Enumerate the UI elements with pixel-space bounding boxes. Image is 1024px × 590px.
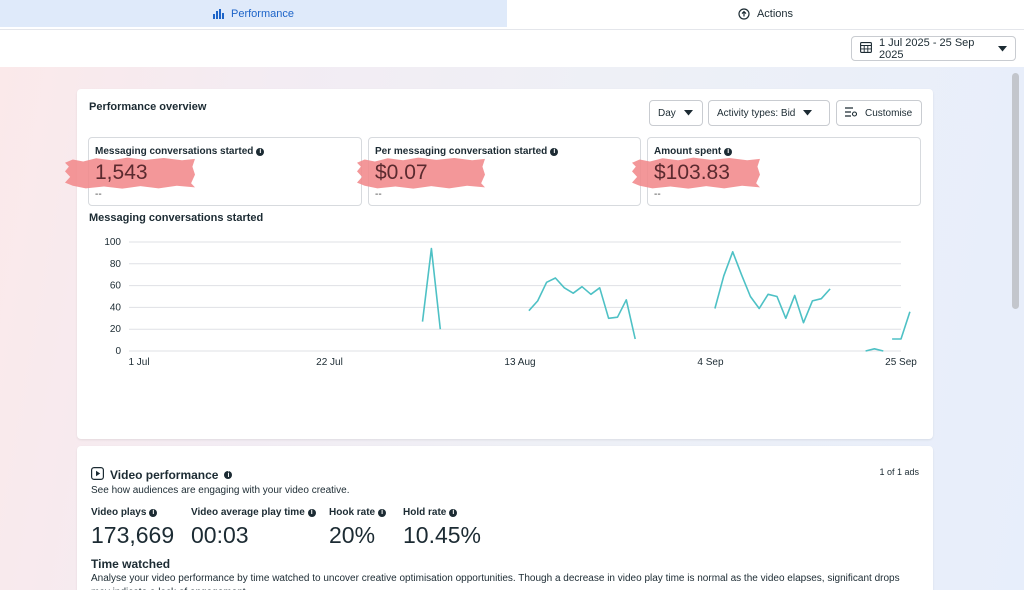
- redaction-highlight: [632, 157, 760, 189]
- redaction-highlight: [65, 157, 195, 189]
- metric-card-cost-per-conversation[interactable]: Per messaging conversation started i $0.0…: [357, 137, 641, 206]
- stat-hook-rate: Hook rate i 20%: [329, 507, 387, 549]
- series-line-segment: [421, 247, 442, 330]
- stat-value: 173,669: [91, 522, 175, 548]
- video-performance-title: Video performance: [110, 468, 219, 482]
- series-line-segment: [528, 277, 636, 340]
- metric-value: $0.07: [375, 161, 428, 184]
- info-icon[interactable]: i: [224, 471, 233, 479]
- tab-performance-label: Performance: [231, 7, 294, 20]
- y-tick-label: 40: [110, 302, 122, 313]
- bar-chart-icon: [213, 8, 224, 19]
- day-dropdown-label: Day: [658, 107, 676, 119]
- y-tick-label: 0: [115, 346, 121, 357]
- top-tabs: Performance Actions: [0, 0, 1024, 30]
- x-tick-label: 1 Jul: [128, 357, 149, 368]
- stat-video-plays: Video plays i 173,669: [91, 507, 174, 549]
- video-performance-card: Video performance i 1 of 1 ads See how a…: [77, 446, 933, 590]
- video-play-icon: [91, 467, 105, 483]
- performance-overview-title: Performance overview: [89, 101, 207, 113]
- metric-label: Messaging conversations started i: [95, 146, 265, 157]
- stat-label: Hook rate: [329, 507, 376, 518]
- info-icon[interactable]: i: [307, 508, 316, 517]
- arrow-up-circle-icon: [738, 7, 750, 20]
- y-tick-label: 80: [110, 259, 122, 270]
- customise-button[interactable]: Customise: [836, 100, 922, 126]
- scrollbar-thumb[interactable]: [1012, 73, 1019, 309]
- customise-icon: [845, 106, 858, 120]
- stat-value: 20%: [329, 522, 376, 548]
- metric-comparison: --: [375, 189, 382, 200]
- tab-actions[interactable]: Actions: [507, 0, 1024, 27]
- series-line-segment: [714, 251, 831, 324]
- tab-performance[interactable]: Performance: [0, 0, 507, 27]
- activity-types-dropdown[interactable]: Activity types: Bid: [708, 100, 830, 126]
- date-bar: 1 Jul 2025 - 25 Sep 2025: [0, 30, 1024, 67]
- series-line-segment: [892, 311, 911, 340]
- stat-average-play-time: Video average play time i 00:03: [191, 507, 316, 549]
- calendar-icon: [860, 41, 872, 56]
- line-chart: 100 80 60 40 20 0 1 Jul 22 Jul 13 Aug 4 Sep 25 Sep: [104, 237, 917, 368]
- stat-value: 00:03: [191, 522, 249, 548]
- y-tick-label: 20: [110, 324, 122, 335]
- chevron-down-icon: [803, 108, 813, 119]
- x-tick-label: 25 Sep: [885, 357, 917, 368]
- x-tick-label: 13 Aug: [504, 357, 535, 368]
- metric-card-conversations[interactable]: Messaging conversations started i 1,543 -…: [65, 137, 362, 206]
- date-range-label: 1 Jul 2025 - 25 Sep 2025: [879, 36, 975, 61]
- info-icon[interactable]: i: [149, 508, 158, 517]
- time-watched-title: Time watched: [91, 557, 171, 571]
- activity-types-label: Activity types: Bid: [717, 107, 796, 119]
- metric-comparison: --: [95, 189, 102, 200]
- metric-value: $103.83: [654, 161, 730, 184]
- y-tick-label: 60: [110, 281, 122, 292]
- time-watched-description: Analyse your video performance by time w…: [91, 573, 900, 590]
- video-performance-subtitle: See how audiences are engaging with your…: [91, 485, 350, 496]
- metric-card-amount-spent[interactable]: Amount spent i $103.83 --: [632, 137, 921, 206]
- tab-actions-label: Actions: [756, 7, 794, 20]
- y-tick-label: 100: [104, 237, 121, 248]
- info-icon[interactable]: i: [256, 147, 265, 156]
- info-icon[interactable]: i: [724, 147, 733, 156]
- stat-label: Video average play time: [191, 507, 305, 518]
- performance-overview-card: Performance overview Day Activity types:…: [65, 89, 933, 439]
- redaction-highlight: [357, 157, 485, 189]
- stat-label: Video plays: [91, 507, 147, 518]
- info-icon[interactable]: i: [378, 508, 387, 517]
- info-icon[interactable]: i: [449, 508, 458, 517]
- customise-label: Customise: [865, 107, 913, 119]
- ads-count: 1 of 1 ads: [879, 467, 919, 477]
- metric-comparison: --: [654, 189, 661, 200]
- x-tick-label: 4 Sep: [697, 357, 724, 368]
- chevron-down-icon: [683, 108, 693, 119]
- date-range-picker[interactable]: 1 Jul 2025 - 25 Sep 2025: [851, 36, 1016, 61]
- metric-label: Per messaging conversation started i: [375, 146, 559, 157]
- stat-hold-rate: Hold rate i 10.45%: [403, 507, 481, 549]
- stat-value: 10.45%: [403, 522, 482, 548]
- day-dropdown[interactable]: Day: [649, 100, 703, 126]
- chart-title: Messaging conversations started: [89, 212, 264, 224]
- chevron-down-icon: [998, 43, 1007, 55]
- x-tick-label: 22 Jul: [316, 357, 343, 368]
- video-performance-header: Video performance i: [91, 467, 233, 483]
- info-icon[interactable]: i: [550, 147, 559, 156]
- stat-label: Hold rate: [403, 507, 447, 518]
- metric-label: Amount spent i: [654, 146, 733, 157]
- series-line-segment: [865, 347, 884, 352]
- metric-value: 1,543: [95, 161, 148, 184]
